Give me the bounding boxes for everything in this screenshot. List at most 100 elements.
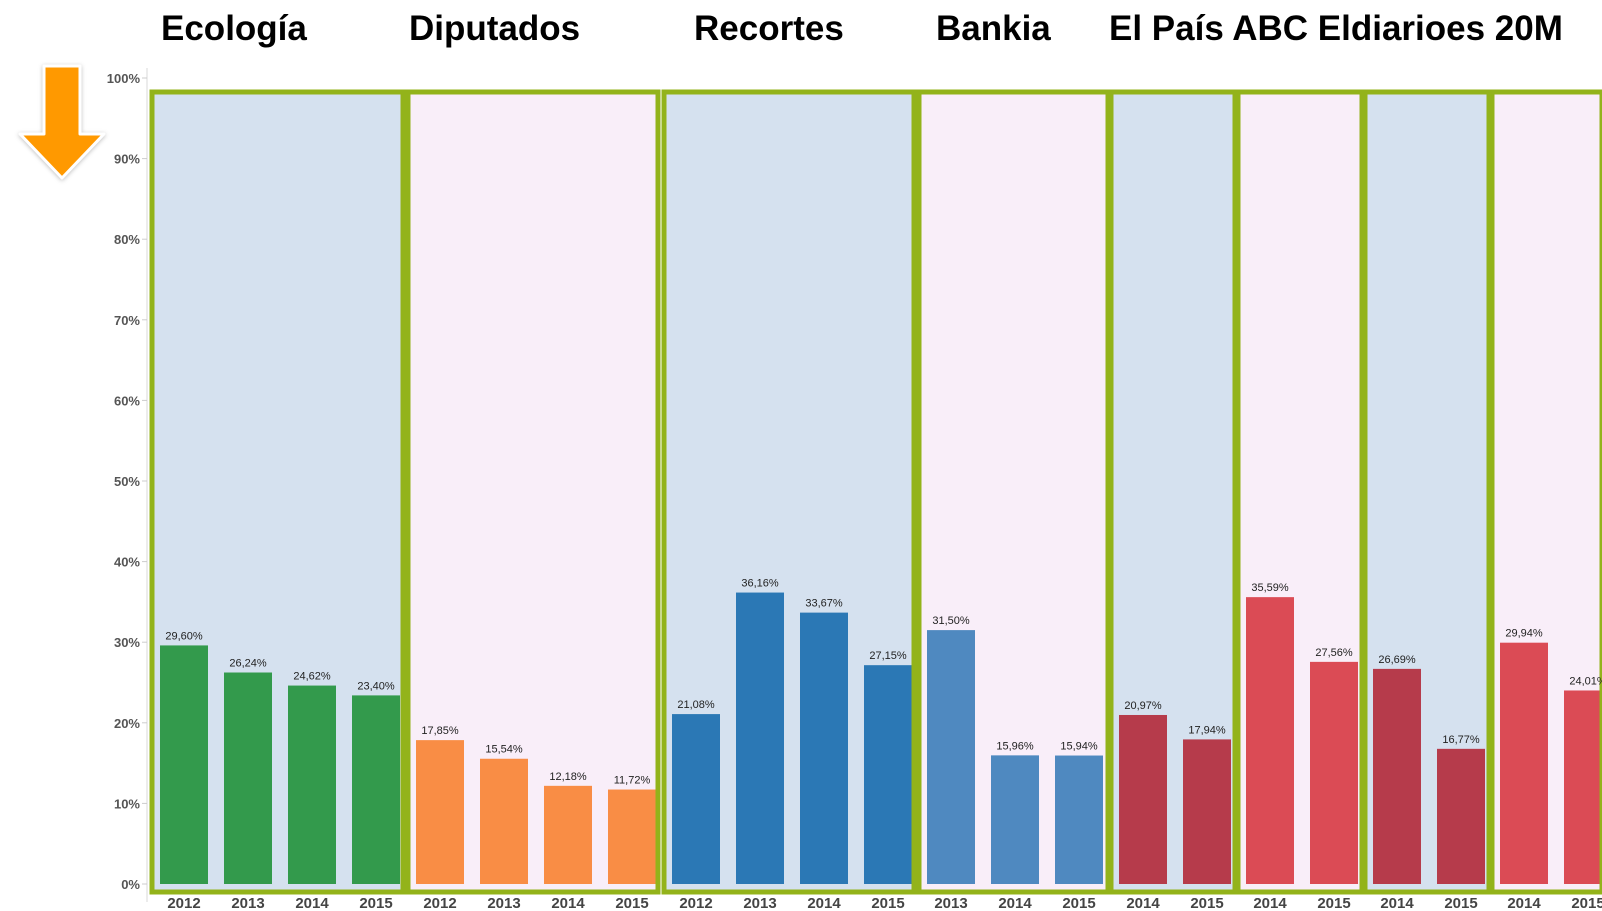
data-label: 29,94% (1505, 628, 1543, 640)
x-tick-label: 2012 (167, 895, 200, 911)
data-label: 36,16% (741, 578, 779, 590)
data-label: 15,54% (485, 744, 523, 756)
y-axis: 0% 10% 20% 30% 40% 50% 60% 70% 80% 90% 100% (107, 68, 148, 902)
bar (1564, 690, 1602, 884)
x-tick-label: 2014 (1126, 895, 1160, 911)
y-tick-label: 100% (107, 71, 141, 86)
x-tick-label: 2014 (1507, 895, 1541, 911)
x-tick-label: 2014 (551, 895, 585, 911)
panel-frame (149, 89, 406, 895)
data-label: 26,24% (229, 658, 267, 670)
y-tick-label: 0% (121, 877, 140, 892)
y-tick-label: 40% (114, 555, 140, 570)
y-tick-label: 50% (114, 474, 140, 489)
down-arrow-icon (18, 64, 106, 180)
data-label: 27,15% (869, 650, 907, 662)
bar (480, 758, 528, 884)
y-tick-label: 70% (114, 313, 140, 328)
data-label: 31,50% (932, 615, 970, 627)
data-label: 24,01% (1569, 675, 1602, 687)
x-tick-label: 2015 (1190, 895, 1223, 911)
data-label: 26,69% (1378, 654, 1416, 666)
data-label: 35,59% (1251, 582, 1289, 594)
x-tick-label: 2013 (487, 895, 520, 911)
data-label: 27,56% (1315, 647, 1353, 659)
bar (288, 685, 336, 884)
data-label: 12,18% (549, 771, 587, 783)
x-tick-label: 2015 (1062, 895, 1095, 911)
bar (1310, 661, 1358, 884)
bar (224, 672, 272, 884)
bar (864, 665, 912, 884)
bar (352, 695, 400, 884)
down-arrow-shape (18, 64, 106, 180)
data-label: 33,67% (805, 598, 843, 610)
bar (544, 785, 592, 884)
y-tick-label: 20% (114, 716, 140, 731)
y-tick-label: 30% (114, 635, 140, 650)
data-label: 21,08% (677, 699, 715, 711)
data-labels: 29,60% 26,24% 24,62% 23,40% 17,85% 15,54% 12,1… (165, 578, 1602, 787)
x-tick-label: 2015 (1317, 895, 1350, 911)
bar (991, 755, 1039, 884)
x-tick-label: 2012 (679, 895, 712, 911)
panel-frame (1108, 89, 1238, 895)
panel-frame (405, 89, 661, 895)
data-label: 23,40% (357, 680, 395, 692)
x-tick-label: 2013 (743, 895, 776, 911)
data-label: 16,77% (1442, 734, 1480, 746)
panel-frame (1235, 89, 1365, 895)
y-tick-label: 90% (114, 152, 140, 167)
panel-frame (661, 89, 917, 895)
bar (1183, 739, 1231, 884)
x-tick-label: 2014 (295, 895, 329, 911)
panel-frame (1362, 89, 1492, 895)
bar (416, 740, 464, 884)
bar (1119, 714, 1167, 884)
panel-frame (1489, 89, 1602, 895)
bar (672, 714, 720, 884)
data-label: 29,60% (165, 630, 203, 642)
bar (800, 612, 848, 884)
bar (736, 592, 784, 884)
y-tick-label: 10% (114, 796, 140, 811)
panel-title: Diputados (409, 9, 580, 48)
x-tick-label: 2014 (998, 895, 1032, 911)
bar (1055, 755, 1103, 884)
data-label: 24,62% (293, 671, 331, 683)
data-label: 15,94% (1060, 741, 1098, 753)
panel-frames (149, 89, 1602, 895)
data-label: 20,97% (1124, 700, 1162, 712)
x-tick-label: 2015 (871, 895, 904, 911)
bar (608, 789, 656, 884)
panel-title: El País ABC Eldiarioes 20M (1109, 9, 1563, 48)
panel-frame (916, 89, 1111, 895)
bars (160, 592, 1602, 884)
y-tick-label: 60% (114, 393, 140, 408)
bar (927, 630, 975, 884)
panel-title: Bankia (936, 9, 1051, 48)
x-tick-label: 2015 (1444, 895, 1477, 911)
bar (1437, 748, 1485, 884)
x-tick-label: 2013 (231, 895, 264, 911)
data-label: 17,94% (1188, 724, 1226, 736)
y-tick-label: 80% (114, 232, 140, 247)
data-label: 17,85% (421, 725, 459, 737)
x-tick-label: 2014 (1380, 895, 1414, 911)
x-tick-label: 2013 (934, 895, 967, 911)
x-tick-label: 2012 (423, 895, 456, 911)
bar (160, 645, 208, 884)
bar (1246, 597, 1294, 884)
bar (1373, 668, 1421, 884)
x-axis-ticks: 2012 2013 2014 2015 2012 2013 2014 2015 2012 2013… (167, 895, 1602, 911)
x-tick-label: 2015 (1571, 895, 1602, 911)
bar (1500, 642, 1548, 884)
x-tick-label: 2014 (1253, 895, 1287, 911)
data-label: 15,96% (996, 740, 1034, 752)
panel-title: Ecología (161, 9, 307, 48)
x-tick-label: 2015 (615, 895, 648, 911)
panel-titles: Ecología Diputados Recortes Bankia El País A… (161, 9, 1563, 48)
x-tick-label: 2015 (359, 895, 392, 911)
